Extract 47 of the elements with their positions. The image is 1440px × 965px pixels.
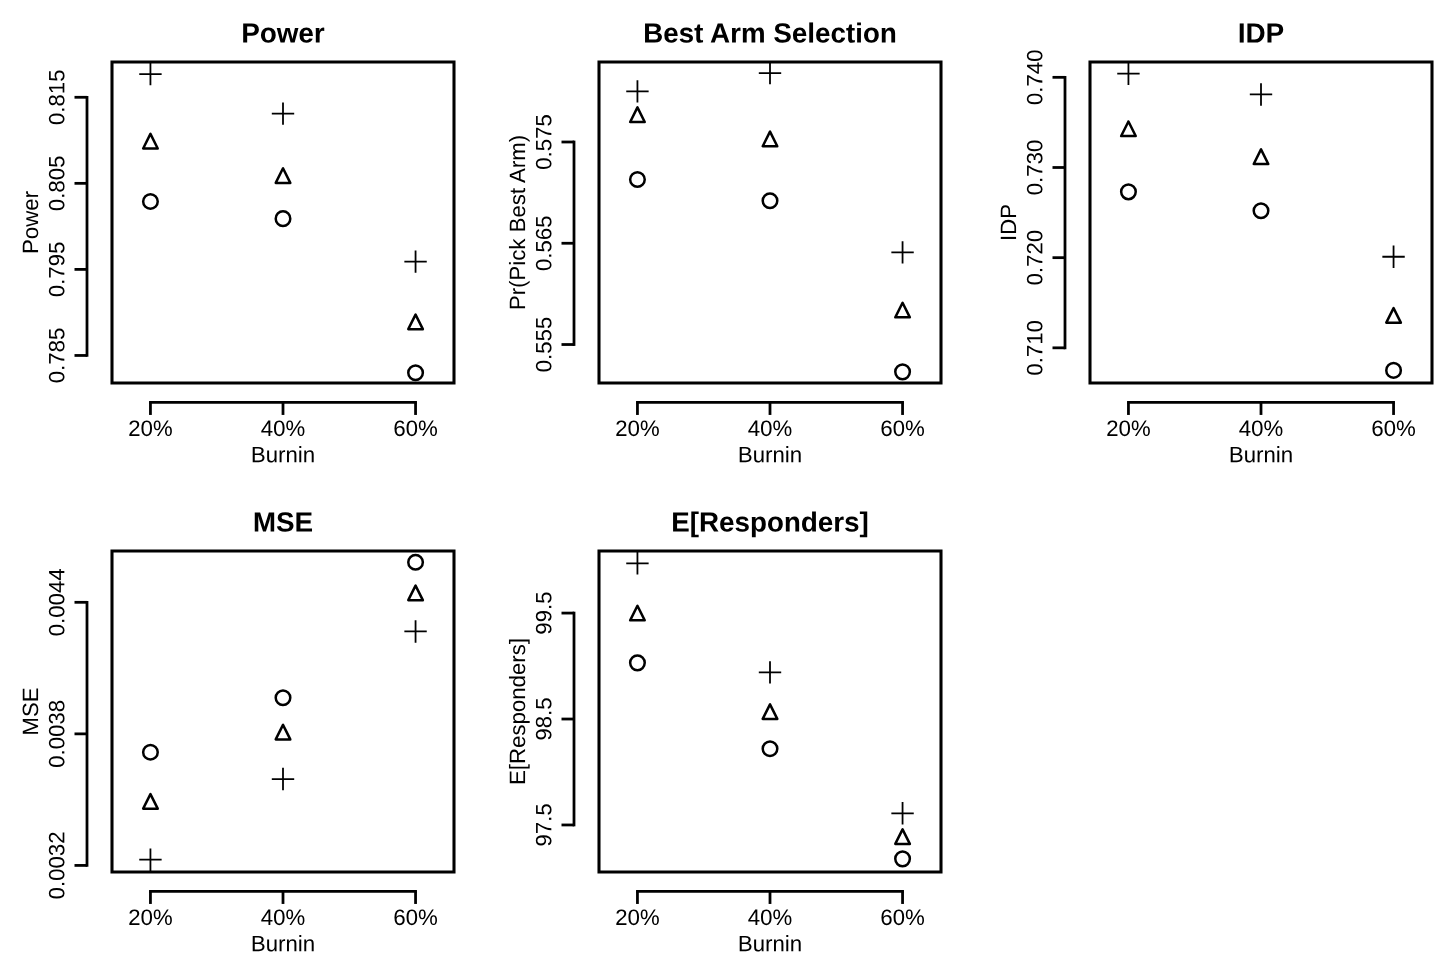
y-tick-label: 0.575 bbox=[535, 115, 552, 169]
x-tick-label: 20% bbox=[129, 420, 172, 437]
x-tick-label: 20% bbox=[1107, 420, 1150, 437]
y-tick-label: 0.0032 bbox=[48, 832, 65, 899]
x-tick-label: 40% bbox=[261, 909, 305, 926]
x-tick-label: 60% bbox=[881, 420, 925, 437]
y-tick-label: 0.565 bbox=[535, 216, 552, 271]
x-tick-label: 40% bbox=[261, 420, 305, 437]
x-tick-label: 60% bbox=[881, 909, 925, 926]
chart-title: E[Responders] bbox=[673, 511, 868, 538]
y-tick-label: 97.5 bbox=[535, 804, 552, 846]
y-tick-label: 99.5 bbox=[535, 592, 552, 634]
chart-title: MSE bbox=[254, 512, 313, 532]
x-tick-label: 40% bbox=[1239, 420, 1283, 437]
x-axis-title: Burnin bbox=[739, 446, 801, 463]
x-tick-label: 60% bbox=[394, 420, 438, 437]
y-tick-label: 0.0038 bbox=[48, 700, 65, 767]
chart-title: IDP bbox=[1239, 23, 1284, 43]
y-tick-label: 0.815 bbox=[48, 70, 65, 125]
x-tick-label: 60% bbox=[1372, 420, 1416, 437]
y-tick-label: 0.805 bbox=[48, 156, 65, 211]
y-axis-title: Pr(Pick Best Arm) bbox=[508, 136, 530, 309]
x-axis-title: Burnin bbox=[252, 446, 314, 463]
y-tick-label: 0.720 bbox=[1026, 230, 1043, 285]
y-tick-label: 0.730 bbox=[1026, 140, 1043, 195]
x-tick-label: 20% bbox=[616, 420, 659, 437]
x-axis-title: Burnin bbox=[252, 935, 314, 952]
chart-title: Best Arm Selection bbox=[645, 22, 896, 43]
x-tick-label: 40% bbox=[748, 909, 792, 926]
y-tick-label: 98.5 bbox=[535, 698, 552, 740]
chart-title: Power bbox=[243, 23, 325, 43]
y-tick-label: 0.785 bbox=[48, 328, 65, 383]
y-axis-title: IDP bbox=[1000, 205, 1017, 239]
y-tick-label: 0.740 bbox=[1026, 50, 1043, 105]
y-tick-label: 0.795 bbox=[48, 242, 65, 297]
y-tick-label: 0.555 bbox=[535, 317, 552, 372]
x-tick-label: 40% bbox=[748, 420, 792, 437]
x-tick-label: 20% bbox=[616, 909, 659, 926]
x-tick-label: 20% bbox=[129, 909, 172, 926]
x-tick-label: 60% bbox=[394, 909, 438, 926]
y-axis-title: E[Responders] bbox=[508, 639, 530, 784]
y-axis-title: MSE bbox=[22, 688, 39, 734]
y-tick-label: 0.0044 bbox=[48, 568, 65, 636]
x-axis-title: Burnin bbox=[739, 935, 801, 952]
x-axis-title: Burnin bbox=[1230, 446, 1292, 463]
y-tick-label: 0.710 bbox=[1026, 320, 1043, 375]
y-axis-title: Power bbox=[22, 191, 39, 253]
